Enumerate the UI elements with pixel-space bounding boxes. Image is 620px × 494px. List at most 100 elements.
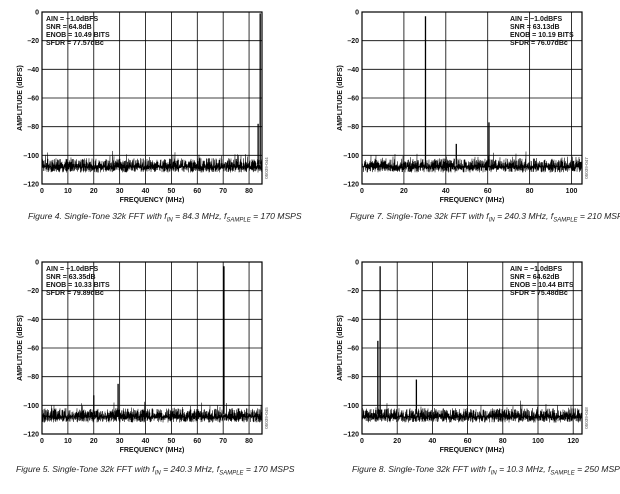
x-tick-label: 50 — [168, 438, 176, 445]
measurement-annotation: AIN = −1.0dBFS — [510, 266, 562, 273]
y-tick-label: –120 — [343, 432, 359, 439]
measurement-annotation: ENOB = 10.49 BITS — [46, 32, 110, 39]
x-tick-label: 20 — [90, 438, 98, 445]
x-tick-label: 0 — [40, 438, 44, 445]
figure-8-caption: Figure 8. Single-Tone 32k FFT with fIN =… — [352, 464, 620, 477]
y-tick-label: –60 — [347, 96, 359, 103]
x-tick-label: 80 — [499, 438, 507, 445]
x-axis-label: FREQUENCY (MHz) — [440, 447, 505, 454]
figure-code-label: 05039-047 — [584, 157, 589, 179]
caption-text: = 10.3 MHz, f — [496, 464, 551, 474]
x-axis-label: FREQUENCY (MHz) — [120, 447, 185, 454]
caption-text: = 170 MSPS — [250, 211, 302, 221]
x-tick-label: 10 — [64, 438, 72, 445]
caption-text: Figure 5. Single-Tone 32k FFT with f — [16, 464, 155, 474]
y-tick-label: –40 — [347, 67, 359, 74]
x-tick-label: 30 — [116, 188, 124, 195]
noise-floor-trace — [41, 150, 263, 173]
x-tick-label: 50 — [168, 188, 176, 195]
x-tick-label: 40 — [429, 438, 437, 445]
measurement-annotation: SNR = 64.62dB — [510, 274, 560, 281]
x-tick-label: 0 — [360, 438, 364, 445]
caption-text: = 250 MSPS — [577, 464, 620, 474]
caption-text: = 210 MSPS — [579, 211, 620, 221]
measurement-annotation: ENOB = 10.33 BITS — [46, 282, 110, 289]
fft-chart-fig7: 0 20 40 60 80 100 0 –20 –40 –60 –80 –100 –120 FREQUEN… — [337, 10, 589, 205]
y-tick-label: –20 — [27, 38, 39, 45]
y-tick-label: 0 — [355, 260, 359, 267]
figure-7-caption: Figure 7. Single-Tone 32k FFT with fIN =… — [350, 211, 620, 224]
noise-floor-trace — [361, 400, 583, 423]
y-tick-label: –60 — [27, 96, 39, 103]
x-tick-label: 20 — [90, 188, 98, 195]
y-tick-label: –100 — [23, 153, 39, 160]
x-tick-label: 60 — [193, 438, 201, 445]
measurement-annotation: AIN = −1.0dBFS — [510, 16, 562, 23]
x-tick-label: 60 — [193, 188, 201, 195]
x-tick-label: 70 — [219, 438, 227, 445]
x-axis-label: FREQUENCY (MHz) — [440, 197, 505, 204]
noise-floor-trace — [41, 401, 263, 423]
y-tick-label: –40 — [27, 317, 39, 324]
plot-frame — [41, 261, 263, 435]
figure-code-label: 05039-045 — [264, 407, 269, 429]
fft-chart-fig5: 0 10 20 30 40 50 60 70 80 0 –20 –40 –60 –80 –100 –120 FR… — [17, 260, 269, 455]
caption-sub: SAMPLE — [553, 217, 578, 224]
caption-sub: IN — [166, 217, 173, 224]
y-tick-label: 0 — [35, 10, 39, 17]
caption-text: = 84.3 MHz, f — [172, 211, 227, 221]
measurement-annotation: ENOB = 10.19 BITS — [510, 32, 574, 39]
y-tick-label: 0 — [35, 260, 39, 267]
plot-frame — [361, 261, 583, 435]
caption-sub: IN — [488, 217, 495, 224]
y-tick-label: –100 — [23, 403, 39, 410]
y-tick-label: –20 — [347, 288, 359, 295]
x-tick-label: 80 — [526, 188, 534, 195]
y-tick-label: –80 — [347, 124, 359, 131]
caption-sub: SAMPLE — [226, 217, 251, 224]
figure-5-caption: Figure 5. Single-Tone 32k FFT with fIN =… — [16, 464, 294, 477]
caption-sub: SAMPLE — [550, 470, 575, 477]
y-tick-label: –120 — [23, 182, 39, 189]
y-tick-label: –80 — [27, 374, 39, 381]
x-tick-label: 100 — [532, 438, 544, 445]
caption-text: Figure 7. Single-Tone 32k FFT with f — [350, 211, 489, 221]
x-tick-label: 80 — [245, 438, 253, 445]
measurement-annotation: SNR = 63.35dB — [46, 274, 96, 281]
x-tick-label: 0 — [40, 188, 44, 195]
x-tick-label: 60 — [484, 188, 492, 195]
y-tick-label: –80 — [347, 374, 359, 381]
figure-4-caption: Figure 4. Single-Tone 32k FFT with fIN =… — [28, 211, 302, 224]
fft-chart-fig8: 0 20 40 60 80 100 120 0 –20 –40 –60 –80 –100 –120 FREQ… — [337, 260, 589, 455]
caption-text: Figure 8. Single-Tone 32k FFT with f — [352, 464, 491, 474]
y-axis-label: AMPLITUDE (dBFS) — [337, 65, 344, 131]
y-tick-label: –20 — [347, 38, 359, 45]
fft-panel-fig4: 0 10 20 30 40 50 60 70 80 0 –20 –40 –60 –80 –100 –120 FR… — [0, 0, 302, 240]
x-tick-label: 20 — [400, 188, 408, 195]
noise-floor-trace — [361, 151, 583, 173]
x-tick-label: 80 — [245, 188, 253, 195]
y-tick-label: –100 — [343, 403, 359, 410]
measurement-annotation: SFDR = 79.89dBc — [46, 290, 104, 297]
x-tick-label: 40 — [142, 438, 150, 445]
caption-sub: IN — [154, 470, 161, 477]
fft-panel-fig5: 0 10 20 30 40 50 60 70 80 0 –20 –40 –60 –80 –100 –120 FR… — [0, 250, 300, 494]
y-axis-label: AMPLITUDE (dBFS) — [17, 315, 24, 381]
x-tick-label: 20 — [393, 438, 401, 445]
x-tick-label: 40 — [442, 188, 450, 195]
fft-panel-fig7: 0 20 40 60 80 100 0 –20 –40 –60 –80 –100 –120 FREQUEN… — [320, 0, 620, 240]
y-tick-label: –60 — [347, 346, 359, 353]
caption-sub: IN — [490, 470, 497, 477]
x-tick-label: 30 — [116, 438, 124, 445]
x-axis-label: FREQUENCY (MHz) — [120, 197, 185, 204]
figure-code-label: 05039-048 — [584, 407, 589, 429]
measurement-annotation: AIN = −1.0dBFS — [46, 16, 98, 23]
measurement-annotation: AIN = −1.0dBFS — [46, 266, 98, 273]
fft-chart-fig4: 0 10 20 30 40 50 60 70 80 0 –20 –40 –60 –80 –100 –120 FR… — [17, 10, 269, 205]
y-axis-label: AMPLITUDE (dBFS) — [17, 65, 24, 131]
x-tick-label: 0 — [360, 188, 364, 195]
caption-text: Figure 4. Single-Tone 32k FFT with f — [28, 211, 167, 221]
measurement-annotation: SNR = 64.8dB — [46, 24, 92, 31]
x-tick-label: 10 — [64, 188, 72, 195]
y-tick-label: –20 — [27, 288, 39, 295]
